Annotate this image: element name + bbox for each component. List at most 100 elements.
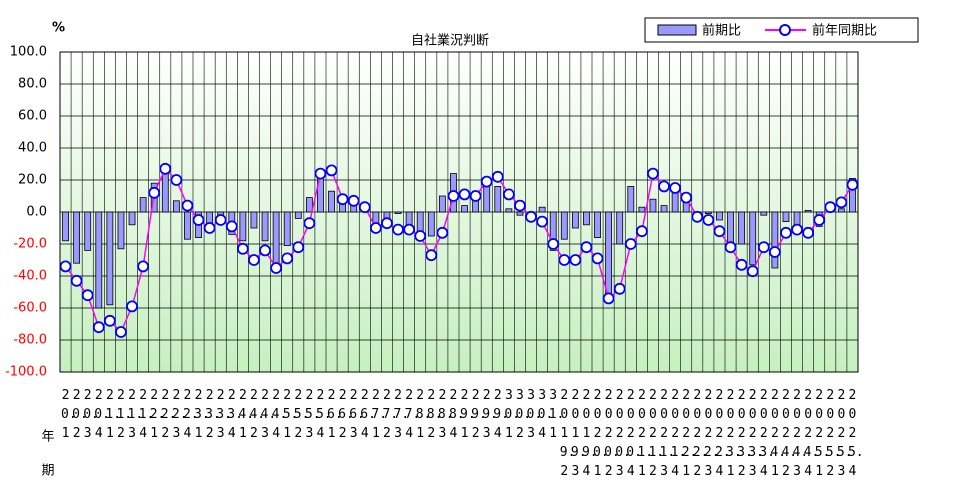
line-marker <box>259 244 271 257</box>
x-tick-label: 2020.3 <box>615 388 631 479</box>
x-tick-label: 2024.3 <box>792 388 809 479</box>
y-tick-label: -20.0 <box>13 237 47 252</box>
x-tick-label: 24.3 <box>260 388 277 441</box>
x-tick-label: 31.1 <box>548 388 565 441</box>
x-tick-label: 2024.1 <box>770 388 787 479</box>
line-marker <box>381 217 393 230</box>
y-tick-label: 60.0 <box>18 109 47 124</box>
x-tick-label: 22.2 <box>160 388 177 441</box>
x-tick-label: 2023.1 <box>726 388 742 479</box>
line-marker <box>103 314 116 327</box>
line-marker <box>635 225 648 238</box>
x-tick-label: 28.3 <box>437 388 454 441</box>
bar <box>837 208 845 213</box>
line-marker <box>214 214 227 226</box>
y-tick-label: 40.0 <box>18 141 47 156</box>
x-tick-label: 28.4 <box>448 388 465 441</box>
bar <box>427 211 435 237</box>
bar <box>394 211 402 214</box>
bar <box>716 211 723 221</box>
x-tick-label: 28.1 <box>415 388 432 441</box>
bar <box>283 211 291 246</box>
x-tick-label: 23.3 <box>216 388 232 441</box>
bar <box>128 211 136 226</box>
plot-border <box>59 51 859 373</box>
line-marker <box>602 292 615 305</box>
line-marker <box>469 190 482 202</box>
y-tick-label: -80.0 <box>13 333 47 348</box>
line-marker <box>192 214 205 226</box>
marks <box>59 162 859 338</box>
bar <box>760 211 768 216</box>
line-marker <box>691 210 704 223</box>
x-tick-label: 26.2 <box>338 388 354 441</box>
x-row-label: 期 <box>41 464 54 479</box>
legend: 前期比 前年同期比 <box>644 17 919 43</box>
bar <box>494 185 502 213</box>
line-marker <box>669 182 682 194</box>
x-tick-label: 2021.4 <box>670 388 687 479</box>
bar <box>627 185 635 213</box>
bar <box>616 211 624 245</box>
line-marker <box>403 223 416 236</box>
x-tick-label: 25.1 <box>282 388 299 441</box>
line-marker <box>502 188 515 201</box>
y-tick-label: 0.0 <box>26 205 47 220</box>
x-tick-label: 21.3 <box>127 388 144 441</box>
x-tick-label: 29.3 <box>482 388 498 441</box>
line-marker <box>425 249 438 262</box>
line-marker <box>81 289 94 302</box>
x-tick-label: 25.3 <box>304 388 321 441</box>
line-marker <box>647 167 659 180</box>
x-tick-label: 2022.2 <box>692 388 709 479</box>
bar <box>95 211 103 309</box>
line-marker <box>148 186 161 199</box>
y-tick-label: -100.0 <box>5 365 47 380</box>
line-marker <box>137 260 150 273</box>
x-tick-label: 30.4 <box>537 388 554 441</box>
x-tick-label: 20.3 <box>83 388 99 441</box>
bar <box>749 211 757 266</box>
bar <box>73 211 81 264</box>
line-marker <box>580 241 593 254</box>
x-tick-label: 26.3 <box>349 388 365 441</box>
x-tick-label: 2025.1 <box>814 388 831 479</box>
x-tick-label: 2021.2 <box>648 388 665 479</box>
line-marker <box>414 230 427 242</box>
bar <box>782 211 790 223</box>
bar <box>671 192 679 213</box>
x-tick-label: 30.2 <box>515 388 532 441</box>
x-tick-label: 24.4 <box>271 388 288 441</box>
line-marker <box>768 246 781 258</box>
line-marker <box>70 274 83 287</box>
bar <box>793 211 801 226</box>
x-tick-label: 21.1 <box>105 388 122 441</box>
line-marker <box>680 191 693 204</box>
line-marker <box>813 214 826 226</box>
line-marker <box>569 254 582 266</box>
line-marker <box>802 226 815 239</box>
bar <box>294 211 302 219</box>
bar <box>438 195 446 213</box>
line-marker <box>281 252 294 265</box>
x-row-label: 年 <box>41 430 54 445</box>
x-tick-label: 2020.1 <box>593 388 609 479</box>
bar <box>704 211 712 214</box>
line-marker <box>835 196 848 209</box>
bar <box>272 211 280 266</box>
x-tick-label: 22.1 <box>149 388 166 441</box>
chart-title: 自社業況判断 <box>411 33 489 49</box>
y-tick-label: -40.0 <box>13 269 47 284</box>
x-tick-label: 23.4 <box>227 388 243 441</box>
bar <box>239 211 247 242</box>
bar <box>161 173 169 213</box>
x-tick-label: 2025.3 <box>836 388 853 479</box>
bar <box>84 211 92 251</box>
bar <box>583 211 590 226</box>
line-marker <box>436 226 449 239</box>
line-marker <box>536 215 549 228</box>
bar <box>250 211 258 229</box>
line-marker <box>846 178 859 191</box>
legend-label: 前期比 <box>702 23 741 39</box>
x-tick-label: 24.1 <box>238 388 255 441</box>
